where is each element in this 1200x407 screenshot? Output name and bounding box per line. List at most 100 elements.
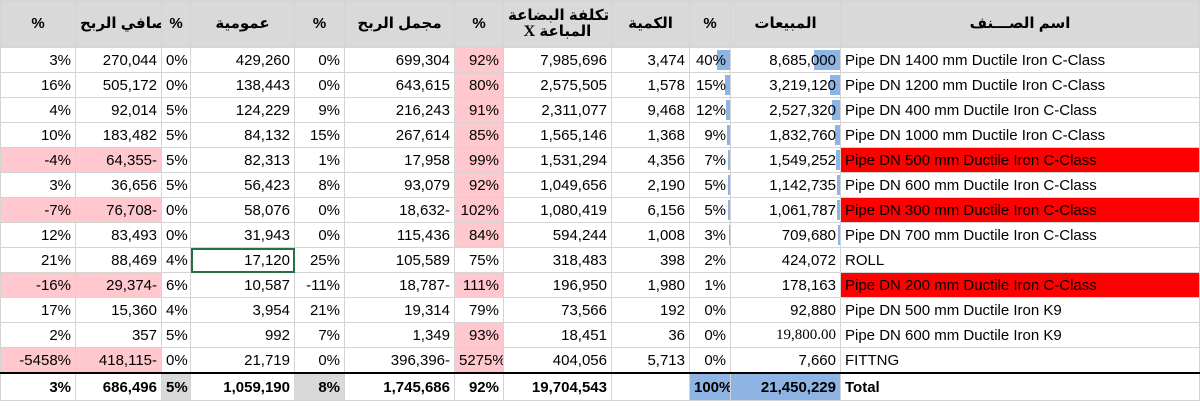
net-pct-cell[interactable]: -7% xyxy=(0,197,76,223)
header-qty[interactable]: الكمية xyxy=(611,0,690,48)
header-commission[interactable]: عمومية xyxy=(190,0,295,48)
net-pct-cell[interactable]: -16% xyxy=(0,272,76,298)
header-cost-pct[interactable]: % xyxy=(454,0,504,48)
sales-cell[interactable]: 92,880 xyxy=(730,297,841,323)
cost-pct-cell[interactable]: 91% xyxy=(454,97,504,123)
header-cost[interactable]: تكلفة البضاعة X المباعة xyxy=(503,0,612,48)
item-name-cell[interactable]: Pipe DN 300 mm Ductile Iron C-Class xyxy=(840,197,1200,223)
cost-pct-cell[interactable]: 80% xyxy=(454,72,504,98)
net-pct-cell[interactable]: 3% xyxy=(0,47,76,73)
commission-cell[interactable]: 82,313 xyxy=(190,147,295,173)
commission-cell[interactable]: 992 xyxy=(190,322,295,348)
cost-cell[interactable]: 2,575,505 xyxy=(503,72,612,98)
cost-cell[interactable]: 404,056 xyxy=(503,347,612,374)
cost-cell[interactable]: 73,566 xyxy=(503,297,612,323)
cost-pct-cell[interactable]: 92% xyxy=(454,47,504,73)
net-pct-cell[interactable]: 16% xyxy=(0,72,76,98)
item-name-cell[interactable]: Pipe DN 1400 mm Ductile Iron C-Class xyxy=(840,47,1200,73)
sales-cell[interactable]: 709,680 xyxy=(730,222,841,248)
total-commission-pct-cell[interactable]: 5% xyxy=(161,372,191,401)
sales-cell[interactable]: 178,163 xyxy=(730,272,841,298)
cost-pct-cell[interactable]: 92% xyxy=(454,172,504,198)
commission-pct-cell[interactable]: 0% xyxy=(161,222,191,248)
net-profit-cell[interactable]: 83,493 xyxy=(75,222,162,248)
total-net-profit-cell[interactable]: 686,496 xyxy=(75,372,162,401)
sales-pct-cell[interactable]: 3% xyxy=(689,222,731,248)
qty-cell[interactable]: 2,190 xyxy=(611,172,690,198)
gross-pct-cell[interactable]: 7% xyxy=(294,322,345,348)
cost-cell[interactable]: 1,049,656 xyxy=(503,172,612,198)
gross-pct-cell[interactable]: 21% xyxy=(294,297,345,323)
gross-profit-cell[interactable]: 699,304 xyxy=(344,47,455,73)
net-profit-cell[interactable]: 88,469 xyxy=(75,247,162,273)
header-commission-pct[interactable]: % xyxy=(161,0,191,48)
cost-pct-cell[interactable]: 79% xyxy=(454,297,504,323)
sales-cell[interactable]: 1,142,735 xyxy=(730,172,841,198)
commission-pct-cell[interactable]: 5% xyxy=(161,172,191,198)
header-gross-profit[interactable]: مجمل الربح xyxy=(344,0,455,48)
commission-pct-cell[interactable]: 0% xyxy=(161,197,191,223)
gross-profit-cell[interactable]: 1,349 xyxy=(344,322,455,348)
total-sales-cell[interactable]: 21,450,229 xyxy=(730,372,841,401)
net-pct-cell[interactable]: 3% xyxy=(0,172,76,198)
cost-cell[interactable]: 318,483 xyxy=(503,247,612,273)
sales-cell[interactable]: 2,527,320 xyxy=(730,97,841,123)
cost-pct-cell[interactable]: 99% xyxy=(454,147,504,173)
gross-profit-cell[interactable]: 105,589 xyxy=(344,247,455,273)
item-name-cell[interactable]: Pipe DN 700 mm Ductile Iron C-Class xyxy=(840,222,1200,248)
net-profit-cell[interactable]: 29,374- xyxy=(75,272,162,298)
sales-pct-cell[interactable]: 0% xyxy=(689,297,731,323)
commission-pct-cell[interactable]: 5% xyxy=(161,147,191,173)
commission-pct-cell[interactable]: 0% xyxy=(161,72,191,98)
net-profit-cell[interactable]: 357 xyxy=(75,322,162,348)
total-net-pct-cell[interactable]: 3% xyxy=(0,372,76,401)
commission-cell[interactable]: 138,443 xyxy=(190,72,295,98)
sales-pct-cell[interactable]: 2% xyxy=(689,247,731,273)
cost-cell[interactable]: 1,531,294 xyxy=(503,147,612,173)
gross-pct-cell[interactable]: 15% xyxy=(294,122,345,148)
qty-cell[interactable]: 5,713 xyxy=(611,347,690,374)
header-net-profit[interactable]: صافي الربح xyxy=(75,0,162,48)
item-name-cell[interactable]: Pipe DN 500 mm Ductile Iron C-Class xyxy=(840,147,1200,173)
item-name-cell[interactable]: Pipe DN 600 mm Ductile Iron K9 xyxy=(840,322,1200,348)
sales-pct-cell[interactable]: 0% xyxy=(689,322,731,348)
sales-cell[interactable]: 19,800.00 xyxy=(730,322,841,348)
cost-pct-cell[interactable]: 102% xyxy=(454,197,504,223)
item-name-cell[interactable]: FITTNG xyxy=(840,347,1200,374)
net-pct-cell[interactable]: -5458% xyxy=(0,347,76,374)
sales-pct-cell[interactable]: 5% xyxy=(689,197,731,223)
commission-cell[interactable]: 17,120 xyxy=(190,247,295,273)
net-profit-cell[interactable]: 183,482 xyxy=(75,122,162,148)
total-cost-pct-cell[interactable]: 92% xyxy=(454,372,504,401)
commission-pct-cell[interactable]: 5% xyxy=(161,97,191,123)
item-name-cell[interactable]: Pipe DN 600 mm Ductile Iron C-Class xyxy=(840,172,1200,198)
sales-cell[interactable]: 3,219,120 xyxy=(730,72,841,98)
qty-cell[interactable]: 1,980 xyxy=(611,272,690,298)
commission-pct-cell[interactable]: 5% xyxy=(161,322,191,348)
item-name-cell[interactable]: Pipe DN 500 mm Ductile Iron K9 xyxy=(840,297,1200,323)
net-pct-cell[interactable]: 2% xyxy=(0,322,76,348)
sales-cell[interactable]: 8,685,000 xyxy=(730,47,841,73)
sales-pct-cell[interactable]: 7% xyxy=(689,147,731,173)
net-pct-cell[interactable]: 4% xyxy=(0,97,76,123)
gross-pct-cell[interactable]: 8% xyxy=(294,172,345,198)
sales-pct-cell[interactable]: 40% xyxy=(689,47,731,73)
gross-profit-cell[interactable]: 115,436 xyxy=(344,222,455,248)
total-label-cell[interactable]: Total xyxy=(840,372,1200,401)
cost-cell[interactable]: 196,950 xyxy=(503,272,612,298)
sales-pct-cell[interactable]: 5% xyxy=(689,172,731,198)
qty-cell[interactable]: 4,356 xyxy=(611,147,690,173)
qty-cell[interactable]: 1,578 xyxy=(611,72,690,98)
cost-cell[interactable]: 7,985,696 xyxy=(503,47,612,73)
sales-cell[interactable]: 1,549,252 xyxy=(730,147,841,173)
gross-profit-cell[interactable]: 19,314 xyxy=(344,297,455,323)
sales-cell[interactable]: 7,660 xyxy=(730,347,841,374)
net-profit-cell[interactable]: 92,014 xyxy=(75,97,162,123)
net-pct-cell[interactable]: 12% xyxy=(0,222,76,248)
commission-pct-cell[interactable]: 4% xyxy=(161,297,191,323)
net-pct-cell[interactable]: -4% xyxy=(0,147,76,173)
net-profit-cell[interactable]: 36,656 xyxy=(75,172,162,198)
cost-cell[interactable]: 1,080,419 xyxy=(503,197,612,223)
cost-pct-cell[interactable]: 85% xyxy=(454,122,504,148)
gross-profit-cell[interactable]: 396,396- xyxy=(344,347,455,374)
